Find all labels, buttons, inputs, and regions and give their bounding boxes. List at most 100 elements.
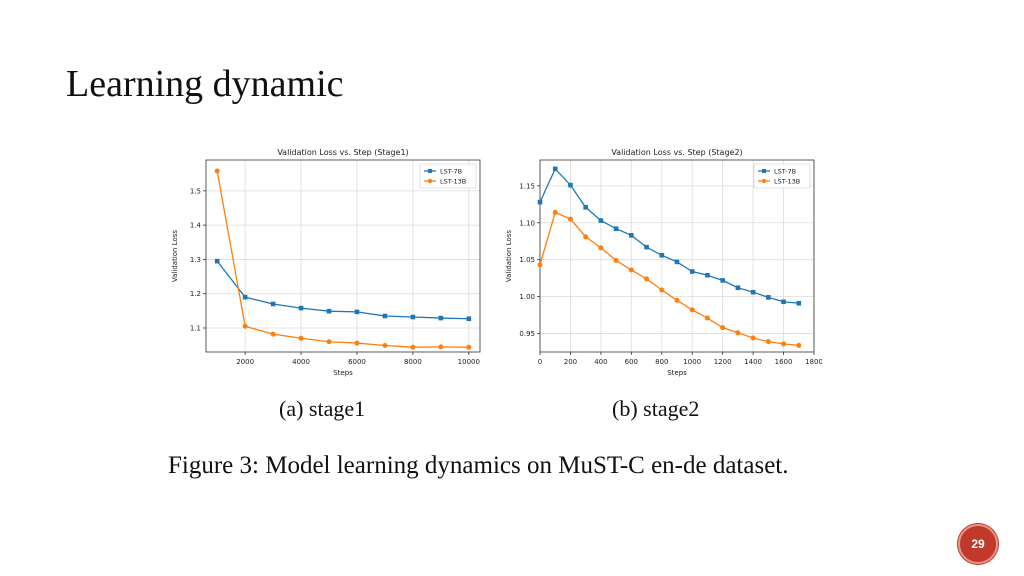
data-point-lst-13b — [674, 297, 680, 303]
data-point-lst-13b — [720, 325, 726, 331]
data-point-lst-13b — [583, 234, 589, 240]
chart-stage2: 0 200 400 600 800 1000 1200 1400 1600 1800 0.95 1.0… — [505, 148, 822, 377]
y-axis-label: Validation Loss — [171, 230, 179, 282]
series-line-lst-13b — [216, 170, 469, 348]
data-point-lst-7b — [438, 315, 444, 321]
x-tick-label: 1000 — [683, 358, 701, 366]
data-point-lst-13b — [567, 216, 573, 222]
data-point-lst-7b — [583, 204, 588, 210]
data-point-lst-7b — [613, 226, 619, 231]
data-point-lst-7b — [242, 294, 248, 300]
y-tick-label: 1.00 — [519, 293, 535, 301]
legend-marker-lst-7b — [428, 169, 432, 173]
x-axis-label: Steps — [667, 369, 687, 377]
data-point-lst-13b — [354, 340, 360, 346]
data-point-lst-13b — [750, 335, 756, 341]
data-point-lst-13b — [537, 262, 543, 268]
data-point-lst-7b — [629, 233, 634, 238]
data-point-lst-13b — [613, 257, 619, 263]
legend-label-lst-7b: LST-7B — [440, 168, 462, 176]
data-point-lst-7b — [766, 295, 771, 300]
data-point-lst-7b — [781, 299, 786, 305]
x-tick-label: 800 — [655, 358, 668, 366]
data-point-lst-7b — [720, 278, 725, 283]
plot-frame — [205, 159, 481, 353]
data-point-lst-13b — [214, 168, 220, 174]
y-tick-label: 1.5 — [190, 187, 201, 195]
legend-box — [419, 163, 477, 189]
x-tick-label: 1400 — [744, 358, 762, 366]
x-tick-label: 1200 — [714, 358, 732, 366]
data-point-lst-7b — [735, 285, 741, 291]
data-point-lst-7b — [750, 289, 756, 295]
data-point-lst-7b — [689, 269, 695, 274]
data-point-lst-13b — [270, 331, 276, 337]
legend-box — [753, 163, 811, 189]
data-point-lst-13b — [628, 267, 634, 273]
data-point-lst-7b — [326, 308, 332, 314]
data-point-lst-7b — [644, 244, 649, 250]
y-tick-label: 0.95 — [519, 330, 535, 338]
data-point-lst-7b — [466, 316, 472, 322]
x-tick-label: 1600 — [775, 358, 793, 366]
x-tick-label: 0 — [538, 358, 542, 366]
data-point-lst-13b — [382, 342, 388, 348]
legend-label-lst-7b: LST-7B — [774, 168, 796, 176]
data-point-lst-13b — [438, 344, 444, 350]
y-tick-label: 1.10 — [519, 219, 535, 227]
data-point-lst-13b — [644, 276, 650, 282]
x-tick-label: 400 — [594, 358, 607, 366]
x-tick-label: 1800 — [805, 358, 822, 366]
plot-frame — [539, 159, 815, 353]
data-point-lst-7b — [674, 259, 680, 265]
data-point-lst-13b — [765, 339, 771, 345]
y-tick-label: 1.3 — [190, 256, 201, 264]
data-point-lst-13b — [781, 341, 787, 347]
y-tick-label: 1.1 — [190, 325, 201, 333]
data-point-lst-7b — [598, 218, 604, 223]
series-line-lst-7b — [539, 167, 799, 304]
data-point-lst-7b — [382, 313, 388, 319]
figure-caption: Figure 3: Model learning dynamics on MuS… — [168, 452, 789, 479]
page-number: 29 — [971, 537, 985, 551]
data-point-lst-13b — [410, 344, 416, 350]
data-point-lst-7b — [537, 199, 543, 205]
legend-label-lst-13b: LST-13B — [774, 178, 800, 186]
series-line-lst-13b — [539, 211, 799, 347]
data-point-lst-13b — [659, 287, 665, 293]
legend-label-lst-13b: LST-13B — [440, 178, 466, 186]
data-point-lst-7b — [796, 300, 802, 306]
data-point-lst-7b — [214, 258, 220, 264]
y-tick-label: 1.15 — [519, 182, 535, 190]
x-tick-label: 200 — [564, 358, 577, 366]
x-tick-label: 4000 — [292, 358, 310, 366]
x-tick-label: 10000 — [458, 358, 480, 366]
data-point-lst-13b — [326, 339, 332, 345]
chart-title: Validation Loss vs. Step (Stage2) — [611, 148, 742, 157]
y-tick-label: 1.2 — [190, 290, 201, 298]
x-tick-label: 600 — [625, 358, 638, 366]
y-axis-label: Validation Loss — [505, 230, 513, 282]
data-point-lst-13b — [242, 323, 248, 329]
slide-title: Learning dynamic — [66, 63, 344, 105]
data-point-lst-13b — [735, 330, 741, 336]
legend-marker-lst-13b — [761, 178, 767, 184]
data-point-lst-7b — [298, 305, 304, 311]
data-point-lst-13b — [466, 344, 472, 350]
data-point-lst-7b — [705, 272, 710, 278]
legend-marker-lst-7b — [762, 169, 766, 173]
data-point-lst-13b — [298, 335, 304, 341]
subcaption-stage2: (b) stage2 — [612, 396, 700, 421]
y-tick-label: 1.05 — [519, 256, 535, 264]
x-tick-label: 6000 — [348, 358, 366, 366]
page-number-badge: 29 — [958, 524, 998, 564]
chart-stage1: 2000 4000 6000 8000 10000 1.1 1.2 1.3 1.4 1.5 Vali… — [171, 148, 481, 377]
data-point-lst-7b — [410, 314, 416, 320]
x-axis-label: Steps — [333, 369, 353, 377]
data-point-lst-7b — [270, 301, 276, 307]
data-point-lst-13b — [704, 315, 710, 321]
data-point-lst-13b — [689, 307, 695, 313]
data-point-lst-7b — [659, 252, 665, 258]
legend-marker-lst-13b — [427, 178, 433, 184]
x-tick-label: 8000 — [404, 358, 422, 366]
